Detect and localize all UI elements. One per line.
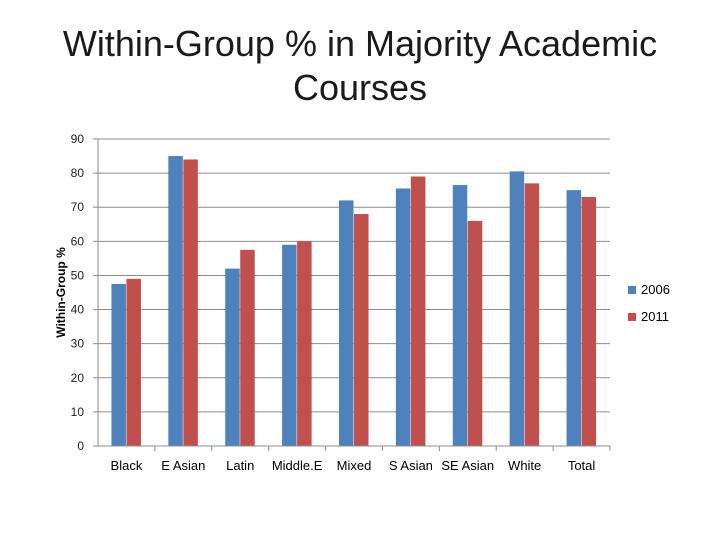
y-tick-label: 50 bbox=[71, 268, 85, 282]
y-tick-label: 10 bbox=[71, 405, 85, 419]
y-axis-ticks: 0 10 20 30 40 50 60 70 80 90 bbox=[71, 132, 98, 453]
bar-2011-S Asian bbox=[410, 176, 426, 446]
bar-2006-SE Asian bbox=[452, 185, 468, 447]
bar-2006-White bbox=[509, 171, 525, 446]
x-category-label: Total bbox=[568, 458, 596, 473]
bar-2011-Black bbox=[126, 278, 141, 446]
y-tick-label: 40 bbox=[71, 303, 85, 317]
bar-2006-Latin bbox=[225, 268, 240, 446]
bar-2011-SE Asian bbox=[467, 220, 483, 446]
y-tick-label: 90 bbox=[71, 132, 85, 146]
bar-2011-Middle.E bbox=[297, 241, 312, 446]
x-category-label: S Asian bbox=[389, 458, 433, 473]
y-tick-label: 60 bbox=[71, 234, 85, 248]
bar-2011-E Asian bbox=[183, 159, 198, 446]
bars bbox=[111, 156, 597, 447]
y-tick-label: 20 bbox=[71, 371, 85, 385]
x-category-label: White bbox=[508, 458, 541, 473]
bar-2011-Mixed bbox=[354, 214, 369, 446]
bar-2006-Middle.E bbox=[282, 244, 297, 446]
y-tick-label: 80 bbox=[71, 166, 85, 180]
chart-title: Within-Group % in Majority Academic Cour… bbox=[62, 23, 658, 108]
y-tick-label: 70 bbox=[71, 200, 85, 214]
bar-2006-Mixed bbox=[339, 200, 354, 446]
x-category-label: Latin bbox=[226, 458, 254, 473]
bar-2011-Latin bbox=[240, 249, 255, 446]
x-category-label: Black bbox=[111, 458, 143, 473]
x-axis-categories: Black E Asian Latin Middle.E Mixed S Asian SE … bbox=[111, 446, 611, 473]
legend-label-2006: 2006 bbox=[641, 282, 670, 297]
bar-2011-White bbox=[524, 183, 540, 446]
bar-2006-E Asian bbox=[168, 156, 183, 447]
legend: 2006 2011 bbox=[628, 282, 670, 324]
legend-label-2011: 2011 bbox=[641, 309, 669, 324]
y-tick-label: 0 bbox=[77, 439, 84, 453]
x-category-label: Mixed bbox=[337, 458, 372, 473]
y-tick-label: 30 bbox=[71, 337, 85, 351]
x-category-label: Middle.E bbox=[272, 458, 323, 473]
bar-2006-Black bbox=[111, 283, 126, 446]
legend-swatch-2011 bbox=[628, 313, 636, 321]
x-category-label: SE Asian bbox=[441, 458, 494, 473]
bar-2006-Total bbox=[566, 190, 582, 446]
legend-swatch-2006 bbox=[628, 286, 636, 294]
bar-2006-S Asian bbox=[395, 188, 411, 446]
x-category-label: E Asian bbox=[161, 458, 205, 473]
y-axis-label: Within-Group % bbox=[54, 247, 68, 338]
bar-2011-Total bbox=[581, 196, 597, 446]
